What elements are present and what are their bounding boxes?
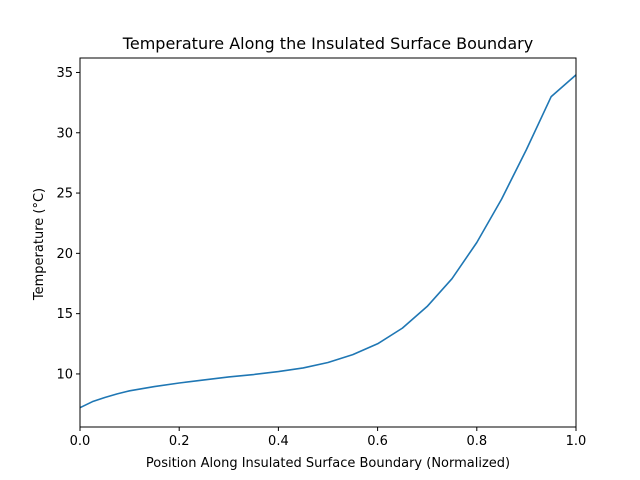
x-tick-label: 1.0 [566,434,587,449]
x-tick-label: 0.0 [70,434,91,449]
x-tick-label: 0.2 [169,434,190,449]
y-tick-label: 20 [56,247,73,262]
y-axis: 10 15 20 25 30 35 [56,66,80,382]
y-tick-label: 30 [56,126,73,141]
x-tick-label: 0.4 [268,434,289,449]
y-tick-label: 15 [56,307,73,322]
x-tick-label: 0.8 [466,434,487,449]
y-tick-label: 35 [56,66,73,81]
series-line-0 [79,74,577,409]
x-axis-label: Position Along Insulated Surface Boundar… [146,456,510,471]
x-axis: 0.0 0.2 0.4 0.6 0.8 1.0 [70,427,587,449]
y-tick-label: 25 [56,187,73,202]
y-tick-label: 10 [56,367,73,382]
x-tick-label: 0.6 [367,434,388,449]
chart-title: Temperature Along the Insulated Surface … [122,34,533,53]
y-axis-label: Temperature (°C) [32,188,47,301]
plot-area [79,74,577,409]
